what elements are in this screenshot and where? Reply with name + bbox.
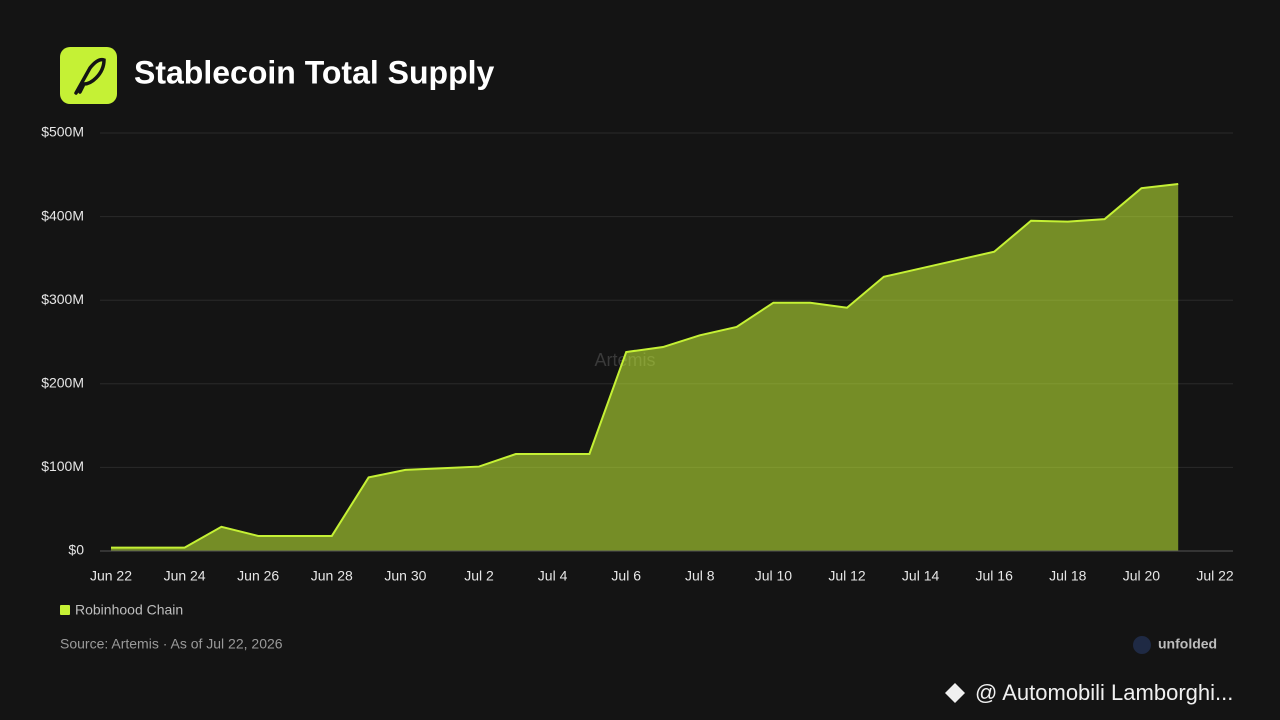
brand-icon: [1133, 636, 1151, 654]
footer-icon: [945, 683, 965, 703]
x-tick-label: Jun 24: [164, 568, 206, 584]
chart-title: Stablecoin Total Supply: [134, 54, 495, 90]
plot: $0 $100M $200M $300M $400M $500M Jun 22 Jun 24 J…: [41, 124, 1234, 584]
y-tick-label: $0: [68, 542, 84, 558]
y-tick-label: $400M: [41, 207, 84, 223]
logo: [60, 47, 117, 104]
brand: unfolded: [1158, 636, 1217, 652]
x-tick-label: Jul 8: [685, 568, 715, 584]
source: Source: Artemis · As of Jul 22, 2026: [60, 636, 283, 652]
y-tick-label: $200M: [41, 375, 84, 391]
logo-bg: [60, 47, 117, 104]
x-tick-label: Jul 2: [464, 568, 494, 584]
x-tick-label: Jul 6: [611, 568, 641, 584]
x-tick-label: Jul 12: [828, 568, 866, 584]
x-tick-label: Jun 30: [384, 568, 426, 584]
x-tick-label: Jul 4: [538, 568, 568, 584]
logo-feather: [74, 57, 106, 95]
x-tick-label: Jul 20: [1123, 568, 1161, 584]
x-tick-label: Jun 28: [311, 568, 353, 584]
legend-label: Robinhood Chain: [75, 602, 183, 618]
footer: @ Automobili Lamborghi...: [975, 680, 1233, 705]
x-tick-label: Jul 14: [902, 568, 940, 584]
y-tick-label: $500M: [41, 124, 84, 140]
y-tick-label: $300M: [41, 291, 84, 307]
legend-swatch: [60, 605, 70, 615]
area: [111, 183, 1179, 551]
x-tick-label: Jul 18: [1049, 568, 1087, 584]
x-tick-label: Jun 26: [237, 568, 279, 584]
line: [111, 183, 1179, 549]
x-tick-label: Jun 22: [90, 568, 132, 584]
x-tick-label: Jul 16: [976, 568, 1014, 584]
x-tick-label: Jul 10: [755, 568, 793, 584]
x-tick-label: Jul 22: [1196, 568, 1234, 584]
y-tick-label: $100M: [41, 458, 84, 474]
